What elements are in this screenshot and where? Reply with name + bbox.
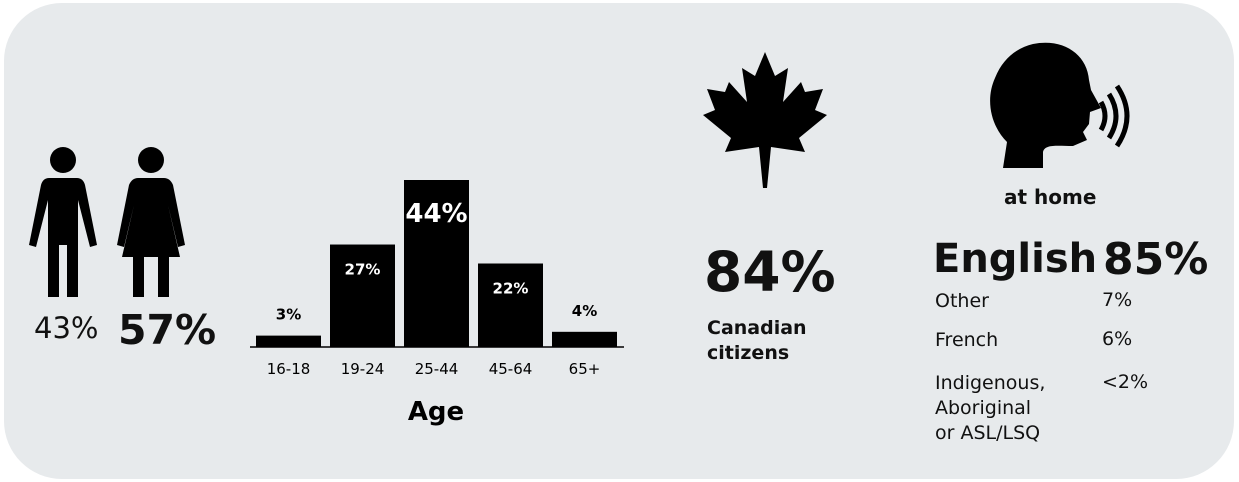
language-name-indigenous-line1: Indigenous,: [935, 372, 1046, 394]
data-label-19-24: 27%: [345, 261, 381, 279]
bar-16-18: [256, 335, 321, 347]
language-name-french: French: [935, 329, 999, 351]
language-name-indigenous-line3: or ASL/LSQ: [935, 422, 1041, 444]
x-axis-title: Age: [408, 397, 464, 427]
tick-label-19-24: 19-24: [341, 360, 385, 378]
primary-language-name: English: [933, 236, 1098, 282]
man-icon: [29, 147, 97, 297]
citizenship-label-line2: citizens: [707, 342, 790, 364]
data-label-25-44: 44%: [405, 199, 467, 229]
language-name-indigenous-line2: Aboriginal: [935, 397, 1032, 419]
citizenship-label: Canadian citizens: [707, 316, 807, 366]
bar-65+: [552, 331, 617, 347]
language-value-indigenous: <2%: [1102, 371, 1149, 393]
maple-leaf-icon: [703, 52, 827, 188]
primary-language-percentage: 85%: [1103, 234, 1209, 285]
language-value-other: 7%: [1102, 289, 1133, 311]
citizenship-percentage: 84%: [704, 240, 836, 304]
bar-25-44: [404, 180, 469, 347]
data-label-45-64: 22%: [493, 280, 529, 298]
language-value-french: 6%: [1102, 328, 1133, 350]
data-label-65+: 4%: [572, 302, 597, 320]
bar-19-24: [330, 244, 395, 347]
tick-label-16-18: 16-18: [267, 360, 311, 378]
age-bar-chart: Age 3% 16-18 27% 19-24 44% 25-44 22% 45-64 4% 65+: [250, 180, 624, 427]
female-percentage: 57%: [118, 306, 217, 354]
tick-label-45-64: 45-64: [489, 360, 533, 378]
gender-icons: [29, 147, 185, 297]
bar-45-64: [478, 263, 543, 347]
at-home-label: at home: [1004, 185, 1097, 209]
tick-label-65+: 65+: [569, 360, 601, 378]
tick-label-25-44: 25-44: [415, 360, 459, 378]
data-label-16-18: 3%: [276, 306, 301, 324]
male-percentage: 43%: [34, 311, 99, 345]
language-name-indigenous: Indigenous, Aboriginal or ASL/LSQ: [935, 371, 1045, 446]
language-name-other: Other: [935, 290, 989, 312]
citizenship-label-line1: Canadian: [707, 317, 807, 339]
speaking-head-icon: [990, 42, 1130, 168]
woman-icon: [117, 147, 185, 297]
